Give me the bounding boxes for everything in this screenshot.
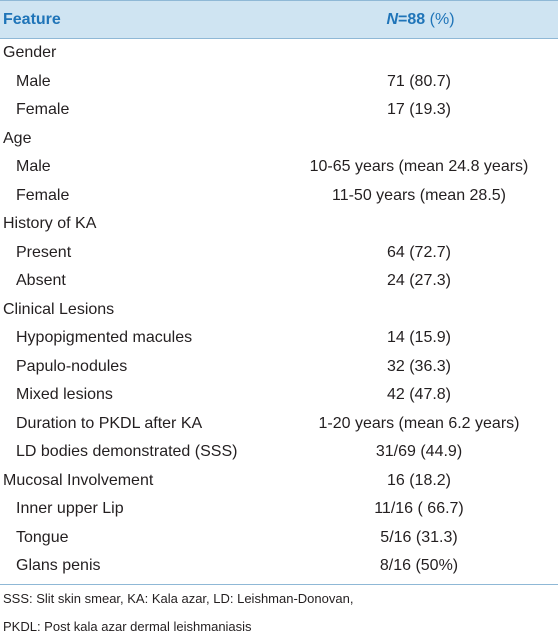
header-value-pct: (%): [425, 10, 455, 28]
table-row: Female 11-50 years (mean 28.5): [0, 182, 558, 211]
row-feature: Inner upper Lip: [16, 500, 124, 518]
row-feature: Gender: [3, 44, 57, 62]
table-row: Gender: [0, 39, 558, 68]
row-value: 14 (15.9): [386, 329, 452, 347]
row-value: 11/16 ( 66.7): [374, 500, 464, 518]
footnote-line-2: PKDL: Post kala azar dermal leishmaniasi…: [3, 618, 252, 634]
row-value: 8/16 (50%): [379, 557, 459, 575]
row-value: 5/16 (31.3): [380, 528, 458, 546]
table-row: Duration to PKDL after KA 1-20 years (mea…: [0, 410, 558, 439]
row-feature: Tongue: [16, 528, 69, 546]
row-feature: Clinical Lesions: [3, 300, 115, 318]
row-feature: Present: [16, 243, 72, 261]
row-feature: Absent: [16, 272, 66, 290]
table-row: Inner upper Lip 11/16 ( 66.7): [0, 495, 558, 524]
header-value-count: =88: [398, 10, 426, 28]
table-row: Age: [0, 125, 558, 154]
table-row: LD bodies demonstrated (SSS) 31/69 (44.9): [0, 438, 558, 467]
table-row: Glans penis 8/16 (50%): [0, 552, 558, 581]
row-feature: Duration to PKDL after KA: [16, 414, 203, 432]
row-feature: Papulo-nodules: [16, 357, 128, 375]
row-feature: Age: [3, 129, 32, 147]
row-feature: Hypopigmented macules: [16, 329, 193, 347]
header-feature: Feature: [3, 10, 61, 28]
row-feature: History of KA: [3, 215, 97, 233]
table-row: Male 10-65 years (mean 24.8 years): [0, 153, 558, 182]
row-value: 1-20 years (mean 6.2 years): [318, 414, 520, 432]
header-value-n: N: [386, 10, 399, 28]
table-row: Mixed lesions 42 (47.8): [0, 381, 558, 410]
row-value: 16 (18.2): [386, 471, 452, 489]
row-value: 24 (27.3): [386, 272, 452, 290]
row-feature: Female: [16, 186, 70, 204]
table-row: Present 64 (72.7): [0, 239, 558, 268]
table-footnote: SSS: Slit skin smear, KA: Kala azar, LD:…: [0, 585, 558, 641]
table-bottom-rule: [0, 583, 558, 585]
row-value: 10-65 years (mean 24.8 years): [309, 158, 529, 176]
row-value: 71 (80.7): [386, 72, 452, 90]
table-row: Absent 24 (27.3): [0, 267, 558, 296]
row-feature: Mucosal Involvement: [3, 471, 154, 489]
row-feature: LD bodies demonstrated (SSS): [16, 443, 238, 461]
row-value: 64 (72.7): [386, 243, 452, 261]
table-body: Gender Male 71 (80.7) Female 17 (19.3) Age Mal…: [0, 39, 558, 581]
table-row: Hypopigmented macules 14 (15.9): [0, 324, 558, 353]
table-row: Papulo-nodules 32 (36.3): [0, 353, 558, 382]
row-value: 31/69 (44.9): [375, 443, 463, 461]
row-value: 32 (36.3): [386, 357, 452, 375]
row-feature: Male: [16, 158, 51, 176]
row-feature: Glans penis: [16, 557, 101, 575]
table-row: Tongue 5/16 (31.3): [0, 524, 558, 553]
table-row: Male 71 (80.7): [0, 68, 558, 97]
header-value: N=88 (%): [283, 11, 558, 29]
row-value: 17 (19.3): [386, 101, 452, 119]
table-row: Mucosal Involvement 16 (18.2): [0, 467, 558, 496]
table-header: Feature N=88 (%): [0, 0, 558, 39]
footnote-line-1: SSS: Slit skin smear, KA: Kala azar, LD:…: [3, 590, 354, 606]
row-feature: Male: [16, 72, 51, 90]
row-feature: Mixed lesions: [16, 386, 113, 404]
row-value: 11-50 years (mean 28.5): [331, 186, 506, 204]
table-row: History of KA: [0, 210, 558, 239]
row-feature: Female: [16, 101, 70, 119]
row-value: 42 (47.8): [386, 386, 452, 404]
table-row: Female 17 (19.3): [0, 96, 558, 125]
table-row: Clinical Lesions: [0, 296, 558, 325]
